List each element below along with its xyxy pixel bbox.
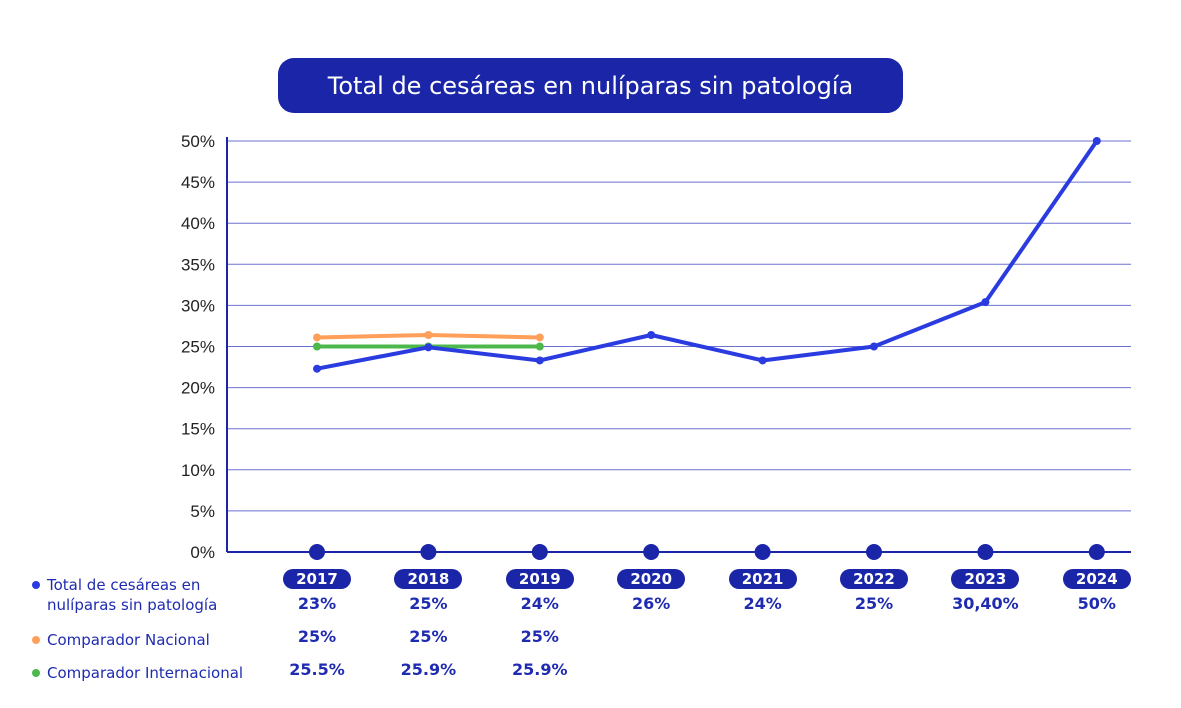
legend-label: Total de cesáreas en nulíparas sin patol… bbox=[47, 576, 218, 614]
data-point bbox=[424, 330, 433, 339]
x-axis-marker bbox=[309, 544, 325, 560]
year-label: 2024 bbox=[1062, 569, 1131, 589]
y-tick-label: 10% bbox=[181, 461, 215, 480]
legend-dot-icon bbox=[32, 669, 40, 677]
x-axis-marker bbox=[643, 544, 660, 560]
data-table-cell: 24% bbox=[520, 594, 559, 613]
x-axis-marker bbox=[1088, 544, 1105, 560]
data-table-cell: 25.9% bbox=[400, 660, 457, 679]
data-table-cell: 25.5% bbox=[289, 660, 345, 679]
data-table-cell: 25% bbox=[520, 627, 559, 646]
y-tick-label: 30% bbox=[181, 296, 215, 315]
x-axis-marker bbox=[754, 544, 771, 560]
y-tick-label: 5% bbox=[190, 502, 215, 521]
data-table-cell: 25.9% bbox=[512, 660, 568, 679]
legend-item-internacional: Comparador Internacional bbox=[32, 663, 243, 683]
data-point bbox=[535, 356, 544, 365]
x-axis-marker bbox=[977, 544, 994, 560]
legend-dot-icon bbox=[32, 636, 40, 644]
data-point bbox=[313, 342, 321, 351]
data-point bbox=[424, 343, 433, 352]
data-table-cell: 25% bbox=[409, 627, 448, 646]
data-point bbox=[313, 333, 321, 342]
y-tick-label: 50% bbox=[181, 132, 215, 151]
data-table-cell: 25% bbox=[409, 594, 448, 613]
year-label: 2018 bbox=[394, 569, 463, 589]
data-point bbox=[535, 342, 544, 351]
y-tick-label: 0% bbox=[190, 543, 215, 562]
data-table-cell: 25% bbox=[297, 627, 337, 646]
legend-item-nacional: Comparador Nacional bbox=[32, 630, 210, 650]
y-tick-label: 35% bbox=[181, 255, 215, 274]
legend-label: Comparador Nacional bbox=[47, 631, 210, 649]
y-tick-label: 15% bbox=[181, 420, 215, 439]
year-label: 2021 bbox=[728, 569, 797, 589]
year-label: 2020 bbox=[617, 569, 686, 589]
year-label: 2017 bbox=[283, 569, 351, 589]
data-point bbox=[535, 333, 544, 342]
data-point bbox=[981, 298, 990, 307]
year-label: 2022 bbox=[840, 569, 908, 589]
x-axis-marker bbox=[866, 544, 882, 560]
data-table-cell: 23% bbox=[297, 594, 337, 613]
data-table-cell: 50% bbox=[1077, 594, 1116, 613]
data-table-cell: 26% bbox=[632, 594, 671, 613]
year-label: 2019 bbox=[505, 569, 574, 589]
data-table-cell: 24% bbox=[743, 594, 782, 613]
y-tick-label: 25% bbox=[181, 338, 215, 357]
series-line bbox=[316, 139, 1099, 371]
legend-dot-icon bbox=[32, 581, 40, 589]
data-point bbox=[313, 364, 321, 373]
y-tick-label: 40% bbox=[181, 214, 215, 233]
y-tick-label: 45% bbox=[181, 173, 215, 192]
x-axis-marker bbox=[420, 544, 437, 560]
data-table-cell: 25% bbox=[854, 594, 894, 613]
legend-item-total: Total de cesáreas en nulíparas sin patol… bbox=[32, 575, 237, 615]
data-point bbox=[758, 356, 767, 365]
data-point bbox=[647, 330, 656, 339]
data-point bbox=[1092, 137, 1101, 145]
legend-label: Comparador Internacional bbox=[47, 664, 244, 682]
year-label: 2023 bbox=[951, 569, 1020, 589]
data-point bbox=[870, 342, 878, 351]
y-tick-label: 20% bbox=[181, 379, 215, 398]
chart-title: Total de cesáreas en nulíparas sin patol… bbox=[278, 58, 903, 113]
x-axis-marker bbox=[531, 544, 548, 560]
data-table-cell: 30,40% bbox=[952, 594, 1019, 613]
